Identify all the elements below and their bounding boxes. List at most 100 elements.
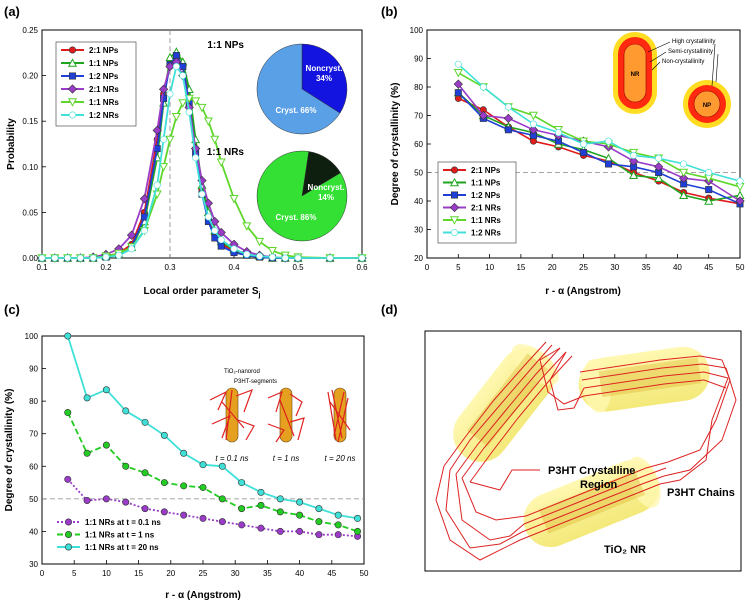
nr-right-crystal [598,357,702,398]
inset-arrow-semi [649,51,667,63]
x-tick-label: 50 [360,569,369,578]
chart-b: 0 5 10 15 20 25 30 35 40 45 502030405060708090100 … [390,26,745,297]
legend-label-5: 1:2 NRs [471,229,501,238]
nr-bottom-cap [627,456,661,508]
legend-marker-2 [65,543,73,551]
series-point-2 [579,149,587,157]
series-point-3 [679,173,689,183]
series-point-5 [179,72,187,80]
series-point-4 [165,135,175,145]
rod-chains-3 [327,389,351,443]
series-point-5 [630,151,638,159]
series-point-5 [529,120,537,128]
chart-b-ylabel: Degree of crystallinity (%) [390,83,401,206]
rod-label-2: t = 1 ns [273,454,299,463]
y-tick-label: 90 [414,55,423,64]
series-point-0 [199,514,207,522]
series-point-2 [257,488,265,496]
series-point-4 [191,97,201,106]
series-point-5 [217,236,225,244]
series-line-1 [66,412,358,533]
series-point-3 [628,156,639,166]
series-point-1 [238,505,246,513]
series-point-2 [211,234,219,242]
series-point-2 [504,126,512,134]
x-tick-label: 30 [610,263,619,272]
y-tick-label: 0.10 [22,163,38,172]
y-tick-label: 90 [29,365,38,374]
legend-box [55,41,137,127]
series-point-2 [64,332,72,340]
legend-marker-5 [450,229,458,237]
series-point-1 [276,508,284,516]
inset-arrow-np-2 [715,53,719,83]
series-point-0 [160,508,168,516]
y-tick-label: 100 [410,26,424,35]
series-point-1 [83,449,91,457]
panel-label-d: (d) [381,302,398,317]
y-tick-label: 40 [414,197,423,206]
series-point-4 [216,158,226,167]
d-chains-label: P3HT Chains [667,487,735,499]
x-tick-label: 25 [199,569,208,578]
series-point-5 [192,154,200,162]
chart-b-legend: 2:1 NPs 1:1 NPs 1:2 NPs 2:1 NRs 1:1 NRs 1:2 N… [437,161,517,244]
x-tick-label: 20 [166,569,175,578]
x-tick-label: 0.2 [100,263,112,272]
series-point-4 [171,112,181,122]
series-point-3 [152,125,162,135]
chart-c-legend: 1:1 NRs at t = 0.1 ns 1:1 NRs at t = 1 ns… [57,518,161,552]
legend-label-2: 1:2 NPs [471,191,501,200]
series-point-0 [64,475,72,483]
chart-a: 0.1 0.2 0.3 0.4 0.5 0.6 0.00 0.05 0.10 0.15 0.20 0.… [6,26,368,299]
series-point-4 [203,117,213,126]
series-point-2 [217,242,225,250]
series-point-1 [354,527,362,535]
series-line-2 [457,92,741,205]
x-tick-label: 0 [40,569,45,578]
panel-label-b: (b) [381,4,398,19]
series-point-0 [122,498,130,506]
series-point-1 [334,521,342,529]
rod-t1: t = 1 ns [267,387,305,463]
d-region-label: Region [580,479,618,491]
series-point-5 [198,190,206,198]
inset-semi-label: Semi-crystallinity [668,49,713,55]
series-point-2 [454,89,462,97]
series-point-1 [141,469,149,477]
series-point-5 [268,253,276,261]
pie-big-label-0: Cryst. 66% [276,106,317,115]
pie-title-0: 1:1 NPs [207,40,244,51]
rod-label-3: t = 20 ns [325,454,356,463]
series-point-0 [218,518,226,526]
series-point-1 [218,495,226,503]
series-line-5 [457,63,741,182]
inset-arrow-np-1 [711,43,716,87]
pie-small-pct-1: 14% [318,193,334,202]
diagram-d: P3HT Crystalline Region P3HT Chains TiO₂… [424,330,742,572]
legend-label-2: 1:1 NRs at t = 20 ns [85,543,159,552]
legend-box [437,161,517,244]
series-line-5 [42,64,362,259]
pie-slice-1-1 [256,150,348,242]
series-point-3 [503,113,514,123]
legend-marker-1 [67,58,78,67]
x-tick-label: 0.1 [36,263,48,272]
series-point-5 [454,60,462,68]
x-tick-label: 10 [102,569,111,578]
series-point-5 [76,254,84,262]
x-tick-label: 0.4 [228,263,240,272]
series-point-3 [528,125,539,135]
x-tick-label: 50 [736,263,745,272]
legend-marker-3 [67,84,78,94]
series-point-5 [680,160,688,168]
series-point-5 [51,254,59,262]
x-tick-label: 45 [704,263,713,272]
series-point-2 [122,407,130,415]
legend-marker-0 [450,166,458,174]
x-tick-label: 15 [134,569,143,578]
series-point-1 [315,518,323,526]
series-point-0 [180,511,188,519]
chart-a-axes: 0.1 0.2 0.3 0.4 0.5 0.6 0.00 0.05 0.10 0.15 0.20 0.… [22,26,368,272]
rod-t01: t = 0.1 ns [209,387,255,463]
